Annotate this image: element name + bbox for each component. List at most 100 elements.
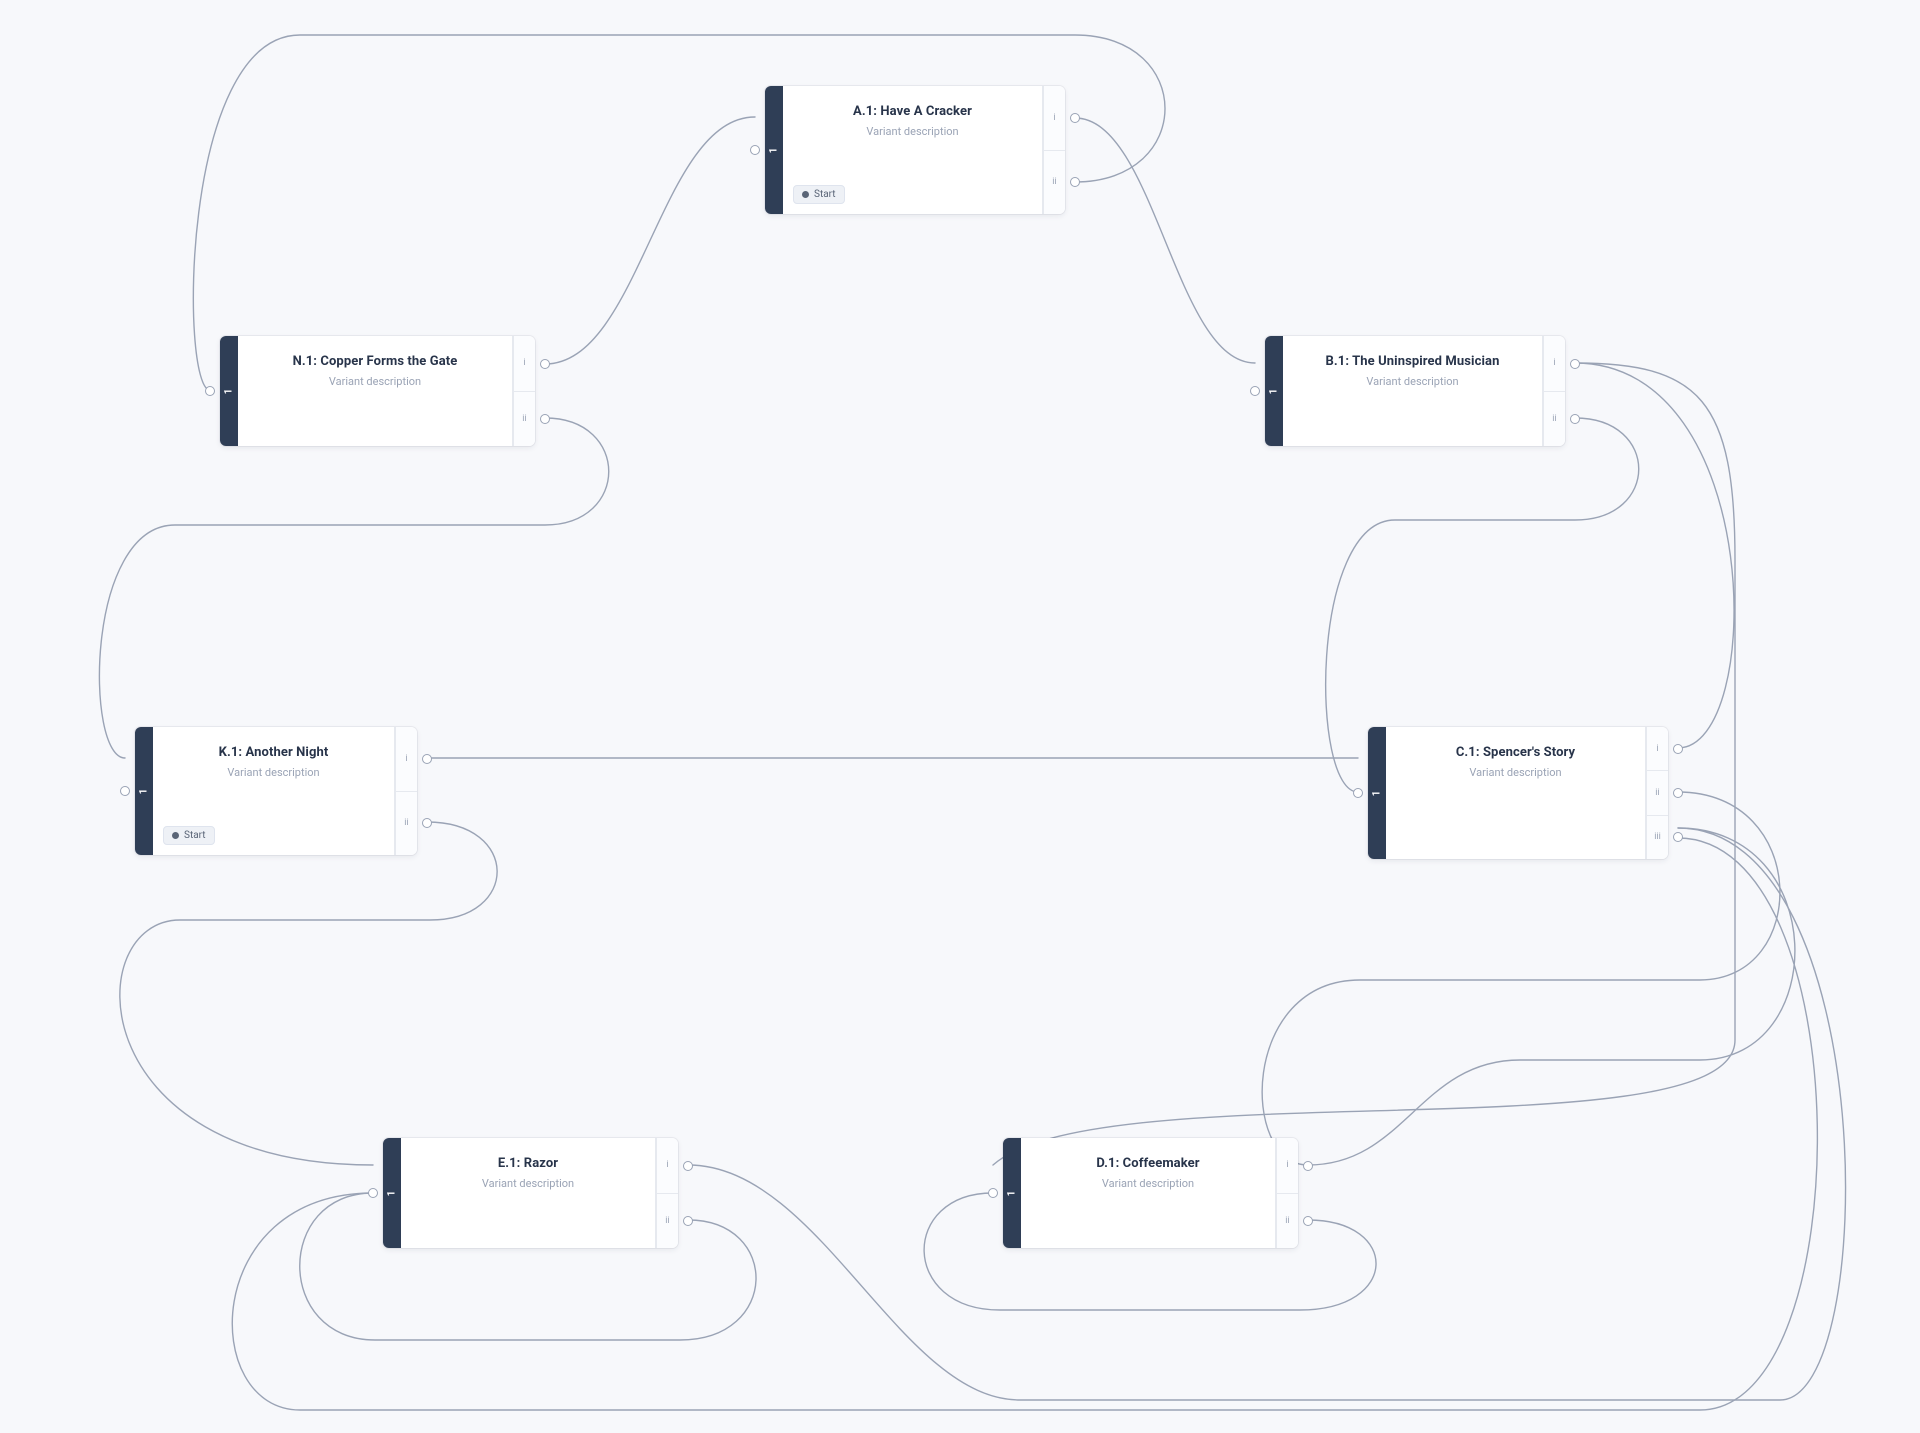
node-title: N.1: Copper Forms the Gate xyxy=(258,354,492,369)
port-ii[interactable]: ii xyxy=(1276,1194,1298,1249)
start-label: Start xyxy=(184,830,206,841)
node-ports: iii xyxy=(1043,86,1065,214)
start-label: Start xyxy=(814,189,836,200)
node-handle-label: 1 xyxy=(769,147,780,153)
input-stub[interactable] xyxy=(988,1188,998,1198)
output-stub-ii[interactable] xyxy=(1673,788,1683,798)
port-i[interactable]: i xyxy=(395,727,417,792)
node-subtitle: Variant description xyxy=(173,766,374,779)
node-N[interactable]: 1 N.1: Copper Forms the Gate Variant descr… xyxy=(220,336,535,446)
node-subtitle: Variant description xyxy=(1406,766,1625,779)
node-C[interactable]: 1C.1: Spencer's StoryVariant description… xyxy=(1368,727,1668,859)
node-title: E.1: Razor xyxy=(421,1156,635,1171)
node-handle[interactable]: 1 xyxy=(1265,336,1283,446)
node-body[interactable]: K.1: Another Night Variant description Sta… xyxy=(153,727,395,855)
edge-K-E xyxy=(120,822,497,1165)
output-stub-i[interactable] xyxy=(422,754,432,764)
node-B[interactable]: 1 B.1: The Uninspired Musician Variant des… xyxy=(1265,336,1565,446)
port-i[interactable]: i xyxy=(656,1138,678,1194)
port-ii[interactable]: ii xyxy=(1646,771,1668,815)
node-handle-label: 1 xyxy=(139,788,150,794)
node-handle[interactable]: 1 xyxy=(1368,727,1386,859)
output-stub-i[interactable] xyxy=(540,359,550,369)
node-title: D.1: Coffeemaker xyxy=(1041,1156,1255,1171)
edge-A-B xyxy=(1075,118,1255,363)
node-body[interactable]: B.1: The Uninspired Musician Variant desc… xyxy=(1283,336,1543,446)
output-stub-iii[interactable] xyxy=(1673,832,1683,842)
port-ii[interactable]: ii xyxy=(513,392,535,447)
input-stub[interactable] xyxy=(750,145,760,155)
node-handle-label: 1 xyxy=(1372,790,1383,796)
node-handle-label: 1 xyxy=(387,1190,398,1196)
input-stub[interactable] xyxy=(368,1188,378,1198)
edge-N-K xyxy=(99,418,608,758)
node-handle[interactable]: 1 xyxy=(383,1138,401,1248)
node-title: K.1: Another Night xyxy=(173,745,374,760)
node-ports: iii xyxy=(1543,336,1565,446)
start-dot-icon xyxy=(172,832,179,839)
port-i[interactable]: i xyxy=(513,336,535,392)
node-subtitle: Variant description xyxy=(803,125,1022,138)
node-handle-label: 1 xyxy=(224,388,235,394)
port-i[interactable]: i xyxy=(1646,727,1668,771)
output-stub-ii[interactable] xyxy=(540,414,550,424)
output-stub-i[interactable] xyxy=(1070,113,1080,123)
port-ii[interactable]: ii xyxy=(1043,151,1065,215)
start-badge: Start xyxy=(163,826,215,845)
output-stub-ii[interactable] xyxy=(422,818,432,828)
input-stub[interactable] xyxy=(1250,386,1260,396)
node-body[interactable]: N.1: Copper Forms the Gate Variant descri… xyxy=(238,336,513,446)
input-stub[interactable] xyxy=(1353,788,1363,798)
node-body[interactable]: C.1: Spencer's StoryVariant description xyxy=(1386,727,1646,859)
start-dot-icon xyxy=(802,191,809,198)
output-stub-i[interactable] xyxy=(1570,359,1580,369)
port-i[interactable]: i xyxy=(1043,86,1065,151)
port-i[interactable]: i xyxy=(1276,1138,1298,1194)
node-handle[interactable]: 1 xyxy=(220,336,238,446)
input-stub[interactable] xyxy=(205,386,215,396)
node-body[interactable]: A.1: Have A Cracker Variant description St… xyxy=(783,86,1043,214)
node-handle[interactable]: 1 xyxy=(1003,1138,1021,1248)
node-ports: iii xyxy=(656,1138,678,1248)
node-body[interactable]: D.1: Coffeemaker Variant description xyxy=(1021,1138,1276,1248)
output-stub-i[interactable] xyxy=(683,1161,693,1171)
edge-N-A xyxy=(545,117,755,364)
node-K[interactable]: 1 K.1: Another Night Variant description St… xyxy=(135,727,417,855)
node-ports: iii xyxy=(513,336,535,446)
edge-C-B xyxy=(1575,363,1734,748)
node-handle-label: 1 xyxy=(1007,1190,1018,1196)
flowchart-canvas[interactable]: 1 A.1: Have A Cracker Variant description S… xyxy=(0,0,1920,1433)
output-stub-ii[interactable] xyxy=(1070,177,1080,187)
node-ports: iii xyxy=(1276,1138,1298,1248)
start-badge: Start xyxy=(793,185,845,204)
node-body[interactable]: E.1: RazorVariant description xyxy=(401,1138,656,1248)
node-subtitle: Variant description xyxy=(1303,375,1522,388)
output-stub-ii[interactable] xyxy=(683,1216,693,1226)
edge-C-E xyxy=(232,838,1817,1410)
edge-D-C xyxy=(1308,828,1795,1165)
output-stub-ii[interactable] xyxy=(1303,1216,1313,1226)
node-handle[interactable]: 1 xyxy=(765,86,783,214)
node-D[interactable]: 1 D.1: Coffeemaker Variant description iii xyxy=(1003,1138,1298,1248)
node-ports: iiiiii xyxy=(1646,727,1668,859)
node-A[interactable]: 1 A.1: Have A Cracker Variant description S… xyxy=(765,86,1065,214)
port-ii[interactable]: ii xyxy=(1543,392,1565,447)
node-subtitle: Variant description xyxy=(258,375,492,388)
node-title: A.1: Have A Cracker xyxy=(803,104,1022,119)
node-subtitle: Variant description xyxy=(1041,1177,1255,1190)
port-ii[interactable]: ii xyxy=(395,792,417,856)
node-handle[interactable]: 1 xyxy=(135,727,153,855)
node-ports: iii xyxy=(395,727,417,855)
output-stub-ii[interactable] xyxy=(1570,414,1580,424)
output-stub-i[interactable] xyxy=(1673,744,1683,754)
node-handle-label: 1 xyxy=(1269,388,1280,394)
node-E[interactable]: 1E.1: RazorVariant descriptioniii xyxy=(383,1138,678,1248)
port-iii[interactable]: iii xyxy=(1646,816,1668,859)
edge-layer xyxy=(0,0,1920,1433)
node-title: B.1: The Uninspired Musician xyxy=(1303,354,1522,369)
edge-E-C xyxy=(688,828,1846,1400)
port-i[interactable]: i xyxy=(1543,336,1565,392)
port-ii[interactable]: ii xyxy=(656,1194,678,1249)
output-stub-i[interactable] xyxy=(1303,1161,1313,1171)
input-stub[interactable] xyxy=(120,786,130,796)
